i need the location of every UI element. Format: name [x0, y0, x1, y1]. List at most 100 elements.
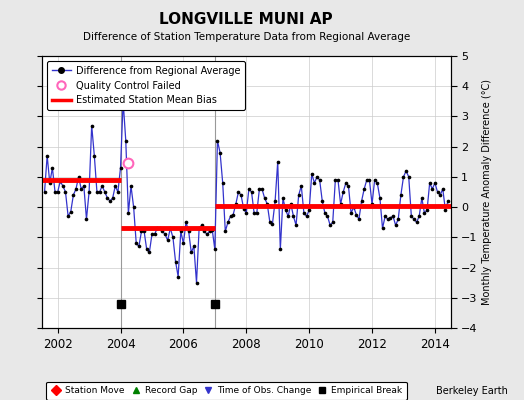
Point	[310, 180, 319, 186]
Point	[418, 195, 426, 201]
Point	[279, 195, 287, 201]
Point	[292, 222, 300, 228]
Point	[255, 186, 264, 192]
Point	[355, 216, 363, 222]
Point	[326, 222, 334, 228]
Point	[410, 216, 418, 222]
Text: Difference of Station Temperature Data from Regional Average: Difference of Station Temperature Data f…	[83, 32, 410, 42]
Point	[40, 189, 49, 195]
Point	[407, 213, 416, 219]
Point	[163, 237, 172, 244]
Point	[386, 214, 395, 221]
Point	[391, 222, 400, 228]
Point	[350, 204, 358, 210]
Point	[177, 228, 185, 234]
Point	[339, 189, 347, 195]
Point	[436, 192, 444, 198]
Point	[399, 174, 408, 180]
Point	[394, 216, 402, 222]
Point	[211, 246, 219, 253]
Point	[205, 228, 214, 234]
Point	[82, 216, 91, 222]
Point	[153, 225, 161, 232]
Point	[43, 152, 51, 159]
Point	[313, 174, 321, 180]
Point	[108, 195, 117, 201]
Point	[137, 228, 146, 234]
Point	[234, 189, 243, 195]
Text: LONGVILLE MUNI AP: LONGVILLE MUNI AP	[159, 12, 333, 27]
Point	[300, 210, 308, 216]
Point	[315, 177, 324, 183]
Point	[103, 195, 112, 201]
Point	[69, 192, 78, 198]
Point	[389, 213, 397, 219]
Point	[203, 231, 211, 238]
Point	[260, 195, 269, 201]
Point	[297, 183, 305, 189]
Point	[219, 180, 227, 186]
Point	[268, 220, 277, 227]
Point	[287, 201, 295, 207]
Point	[140, 228, 148, 234]
Point	[352, 212, 361, 218]
Point	[420, 210, 429, 216]
Point	[289, 213, 298, 219]
Point	[119, 98, 127, 104]
Point	[80, 183, 88, 189]
Point	[263, 201, 271, 207]
Point	[132, 240, 140, 246]
Point	[221, 228, 230, 234]
Point	[101, 189, 109, 195]
Point	[216, 150, 224, 156]
Point	[61, 189, 70, 195]
Point	[242, 210, 250, 216]
Point	[195, 225, 203, 232]
Point	[357, 198, 366, 204]
Point	[232, 201, 240, 207]
Point	[274, 158, 282, 165]
Point	[318, 198, 326, 204]
Point	[308, 171, 316, 177]
Point	[376, 195, 384, 201]
Point	[363, 177, 371, 183]
Point	[344, 183, 353, 189]
Point	[111, 183, 119, 189]
Point	[378, 225, 387, 232]
Point	[64, 213, 72, 219]
Point	[77, 186, 85, 192]
Point	[237, 192, 245, 198]
Point	[124, 210, 133, 216]
Point	[397, 192, 405, 198]
Point	[239, 206, 248, 212]
Point	[166, 225, 174, 232]
Point	[90, 152, 99, 159]
Point	[276, 246, 285, 253]
Point	[129, 204, 138, 210]
Point	[281, 207, 290, 213]
Point	[334, 177, 342, 183]
Y-axis label: Monthly Temperature Anomaly Difference (°C): Monthly Temperature Anomaly Difference (…	[482, 79, 492, 305]
Point	[187, 249, 195, 256]
Point	[171, 258, 180, 265]
Point	[208, 226, 216, 233]
Point	[135, 243, 143, 250]
Point	[192, 280, 201, 286]
Point	[106, 198, 114, 204]
Point	[88, 122, 96, 129]
Point	[169, 234, 177, 240]
Point	[150, 231, 159, 238]
Point	[145, 249, 154, 256]
Point	[433, 189, 442, 195]
Point	[116, 165, 125, 171]
Point	[302, 213, 311, 219]
Point	[365, 177, 374, 183]
Point	[74, 174, 83, 180]
Point	[245, 186, 253, 192]
Point	[224, 219, 232, 226]
Point	[412, 219, 421, 226]
Point	[336, 201, 345, 207]
Point	[441, 207, 450, 213]
Point	[271, 198, 279, 204]
Point	[342, 180, 350, 186]
